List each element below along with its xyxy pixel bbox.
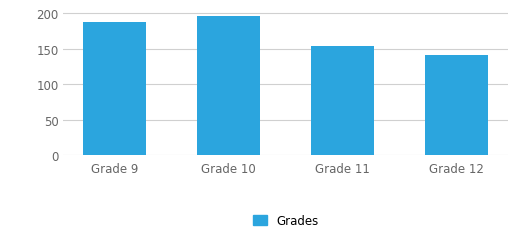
Bar [425,56,488,156]
Bar [197,17,260,156]
Legend: Grades: Grades [253,214,319,227]
Bar [83,23,146,156]
Bar [311,46,374,156]
